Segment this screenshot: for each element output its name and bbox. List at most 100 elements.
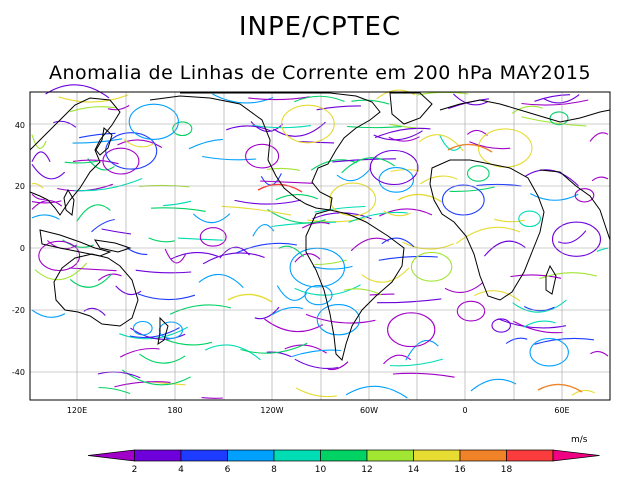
streamline-eddy — [410, 251, 453, 282]
streamline — [521, 116, 587, 127]
streamline — [74, 177, 143, 192]
streamline-eddy — [378, 167, 415, 193]
streamline — [534, 337, 594, 345]
colorbar-segment — [134, 449, 182, 462]
streamline — [31, 200, 63, 210]
streamline — [302, 222, 330, 229]
streamline — [530, 193, 579, 201]
streamline — [58, 94, 129, 103]
streamline — [525, 169, 580, 187]
lon-tick-label: 60W — [360, 406, 378, 415]
streamline — [87, 158, 115, 171]
streamline — [534, 94, 571, 102]
map-background — [30, 92, 610, 400]
streamline — [347, 125, 402, 129]
streamline-eddy — [132, 320, 153, 336]
streamline-eddy — [387, 312, 436, 348]
streamline-eddy — [102, 147, 140, 175]
streamline — [291, 349, 342, 358]
streamline-eddy — [441, 184, 485, 216]
streamline — [405, 339, 439, 361]
streamline — [276, 285, 308, 301]
streamline — [466, 129, 488, 136]
streamline — [453, 93, 489, 106]
streamline — [227, 293, 273, 303]
streamline — [135, 269, 192, 274]
streamline — [164, 248, 187, 264]
streamline — [444, 282, 484, 294]
longitude-axis: 120E 180 120W 60W 0 60E — [67, 406, 570, 415]
streamline — [130, 327, 186, 340]
streamline — [31, 183, 44, 189]
streamline — [383, 210, 411, 217]
streamline — [53, 120, 77, 128]
coastline-asia — [29, 97, 121, 216]
streamline — [275, 194, 319, 201]
colorbar-label: 12 — [361, 465, 372, 475]
colorbar-segment — [413, 449, 461, 462]
streamline-eddy — [245, 143, 280, 169]
streamline — [236, 242, 298, 254]
streamline-eddy — [549, 111, 569, 126]
streamline — [512, 320, 563, 334]
streamline — [257, 183, 303, 193]
streamline — [332, 158, 397, 163]
streamline — [31, 134, 47, 149]
streamline — [294, 95, 345, 103]
streamline — [117, 139, 163, 148]
colorbar-segment — [87, 449, 135, 462]
streamline — [510, 274, 562, 279]
streamline — [69, 106, 116, 113]
streamline — [557, 230, 587, 244]
streamline — [45, 84, 110, 99]
streamline-eddy — [128, 103, 179, 140]
streamline — [163, 200, 192, 207]
coastline-south-america — [305, 209, 405, 361]
streamline — [202, 252, 265, 265]
coastline-new-zealand — [157, 316, 169, 346]
streamline — [314, 259, 347, 266]
streamline — [351, 99, 390, 105]
map-frame — [29, 91, 611, 401]
streamline — [314, 205, 366, 213]
streamline — [97, 273, 122, 281]
coastline-indonesia — [39, 229, 112, 257]
coastline-africa — [429, 159, 545, 301]
coastline-europe — [439, 99, 611, 123]
streamline — [260, 180, 314, 184]
streamline — [389, 358, 443, 367]
colorbar-label: 16 — [454, 465, 466, 475]
streamline — [590, 351, 609, 357]
streamline — [348, 211, 408, 223]
streamline — [361, 267, 410, 283]
streamline — [107, 104, 130, 111]
streamline — [151, 207, 206, 212]
streamline — [295, 387, 337, 398]
latitude-axis: 40 20 0 -20 -40 — [12, 121, 25, 377]
coastline-philippines — [63, 188, 75, 216]
colorbar-segment — [320, 449, 368, 462]
streamline — [474, 290, 521, 302]
lat-tick-label: -20 — [12, 306, 25, 315]
streamline — [470, 378, 517, 392]
streamline — [266, 167, 300, 171]
streamline — [234, 199, 302, 205]
streamline — [591, 176, 609, 182]
streamline — [392, 372, 455, 378]
streamline — [271, 306, 304, 316]
streamline — [537, 383, 583, 393]
streamline — [76, 204, 111, 222]
streamline — [294, 358, 339, 370]
streamline — [397, 193, 443, 203]
streamline — [294, 284, 361, 296]
streamline — [312, 265, 353, 270]
streamline-eddy — [199, 227, 227, 247]
colorbar-label: 14 — [408, 465, 420, 475]
streamline — [377, 298, 442, 304]
map-subtitle: Anomalia de Linhas de Corrente em 200 hP… — [48, 62, 592, 84]
lon-tick-label: 180 — [167, 406, 182, 415]
streamline — [69, 273, 112, 288]
streamline — [341, 157, 396, 174]
streamline — [192, 213, 231, 224]
coastline-new-guinea — [94, 239, 132, 253]
